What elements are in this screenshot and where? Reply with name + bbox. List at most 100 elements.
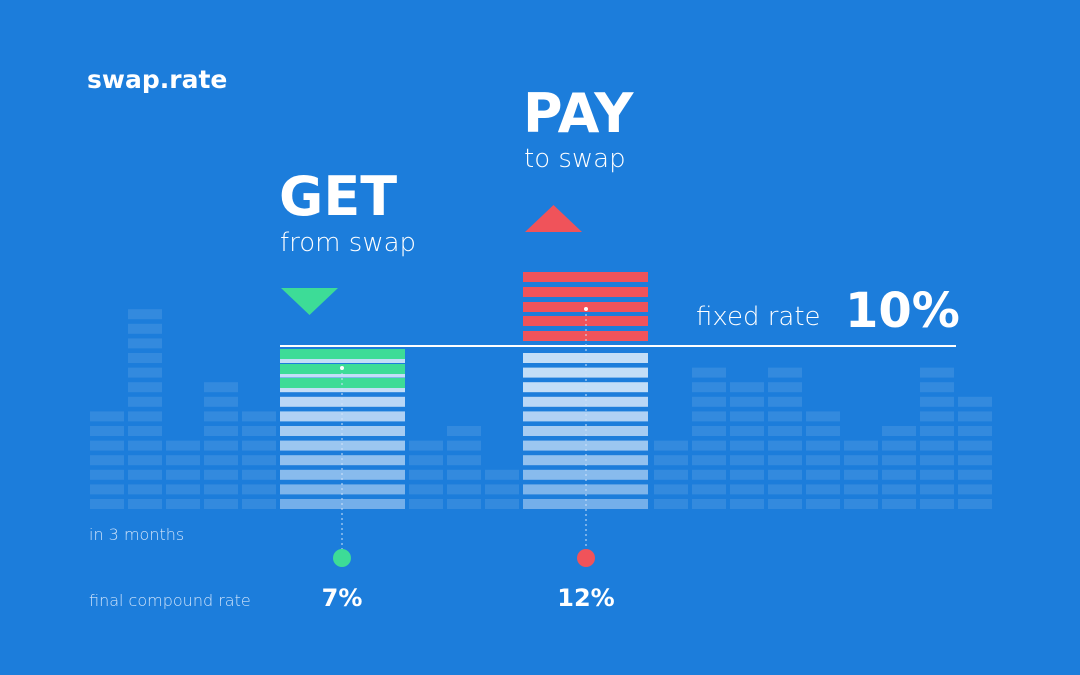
bg-stripe [204, 499, 238, 509]
bg-stripe [958, 411, 992, 422]
bg-stripe [409, 440, 443, 451]
bg-stripe [409, 499, 443, 509]
final-label: final compound rate [89, 591, 251, 610]
bg-stripe [730, 382, 764, 393]
bg-stripe [692, 411, 726, 422]
bg-stripe [128, 309, 162, 320]
light-stripe [523, 382, 648, 393]
bg-stripe [768, 396, 802, 407]
bg-stripe [447, 426, 481, 436]
bg-stripe [447, 499, 481, 509]
bg-stripe [920, 455, 954, 466]
bg-stripe [730, 440, 764, 451]
bg-stripe [768, 411, 802, 422]
bg-stripe [128, 353, 162, 363]
bg-stripe [128, 367, 162, 378]
bg-stripe [882, 499, 916, 509]
logo: swap.rate [87, 65, 227, 94]
bg-stripe [844, 484, 878, 495]
bg-stripe [128, 382, 162, 393]
bg-stripe [882, 469, 916, 480]
bg-stripe [654, 484, 688, 495]
bg-stripe [90, 426, 124, 436]
bg-stripe [730, 499, 764, 509]
bg-stripe [242, 469, 276, 480]
bg-stripe [692, 499, 726, 509]
bg-stripe [844, 455, 878, 466]
bg-stripe [844, 499, 878, 509]
bg-stripe [692, 396, 726, 407]
bg-stripe [920, 382, 954, 393]
bg-stripe [958, 455, 992, 466]
fixed-rate-label: fixed rate [696, 302, 821, 332]
bg-stripe [920, 469, 954, 480]
up-arrow [525, 205, 582, 232]
bg-stripe [166, 455, 200, 466]
bg-stripe [166, 440, 200, 451]
bg-stripe [920, 440, 954, 451]
bg-stripe [958, 484, 992, 495]
bg-stripe [958, 426, 992, 436]
bg-stripe [128, 440, 162, 451]
bg-stripe [242, 411, 276, 422]
bg-stripe [768, 440, 802, 451]
bg-stripe [920, 484, 954, 495]
get-dot-top [340, 366, 344, 370]
bg-stripe [920, 499, 954, 509]
bg-stripe [204, 455, 238, 466]
period-label: in 3 months [89, 525, 184, 544]
bg-stripe [768, 426, 802, 436]
bg-stripe [485, 469, 519, 480]
bg-stripe [90, 469, 124, 480]
bg-stripe [920, 396, 954, 407]
bg-stripe [654, 455, 688, 466]
bg-stripe [90, 440, 124, 451]
pay-dot-top [584, 307, 588, 311]
get-subtitle: from swap [280, 228, 416, 258]
bg-stripe [768, 382, 802, 393]
get-title: GET [279, 165, 397, 228]
bg-stripe [166, 469, 200, 480]
bg-stripe [692, 440, 726, 451]
light-stripe [280, 411, 405, 422]
bg-stripe [654, 440, 688, 451]
bg-stripe [128, 323, 162, 334]
bg-stripe [128, 411, 162, 422]
bg-stripe [128, 426, 162, 436]
bg-stripe [409, 469, 443, 480]
bg-stripe [844, 469, 878, 480]
bg-stripe [128, 484, 162, 495]
bg-stripe [768, 367, 802, 378]
bg-stripe [242, 484, 276, 495]
bg-stripe [128, 338, 162, 349]
bg-stripe [166, 484, 200, 495]
bg-stripe [958, 499, 992, 509]
bg-stripe [730, 411, 764, 422]
bg-stripe [409, 455, 443, 466]
bg-stripe [90, 499, 124, 509]
bg-stripe [958, 440, 992, 451]
bg-stripe [204, 396, 238, 407]
bg-stripe [806, 426, 840, 436]
bg-stripe [90, 455, 124, 466]
light-stripe [280, 440, 405, 451]
pay-subtitle: to swap [524, 144, 626, 174]
bg-stripe [242, 499, 276, 509]
bg-stripe [447, 469, 481, 480]
bg-stripe [882, 455, 916, 466]
bg-stripe [768, 499, 802, 509]
bg-stripe [958, 396, 992, 407]
bg-stripe [485, 484, 519, 495]
bg-stripe [692, 484, 726, 495]
bg-stripe [806, 484, 840, 495]
bg-stripe [920, 426, 954, 436]
bg-stripe [447, 455, 481, 466]
light-stripe [523, 367, 648, 378]
bg-stripe [730, 469, 764, 480]
bg-stripe [242, 440, 276, 451]
bg-stripe [204, 440, 238, 451]
bg-stripe [90, 484, 124, 495]
pay-stripe [523, 302, 648, 312]
bg-stripe [242, 455, 276, 466]
bg-stripe [90, 411, 124, 422]
